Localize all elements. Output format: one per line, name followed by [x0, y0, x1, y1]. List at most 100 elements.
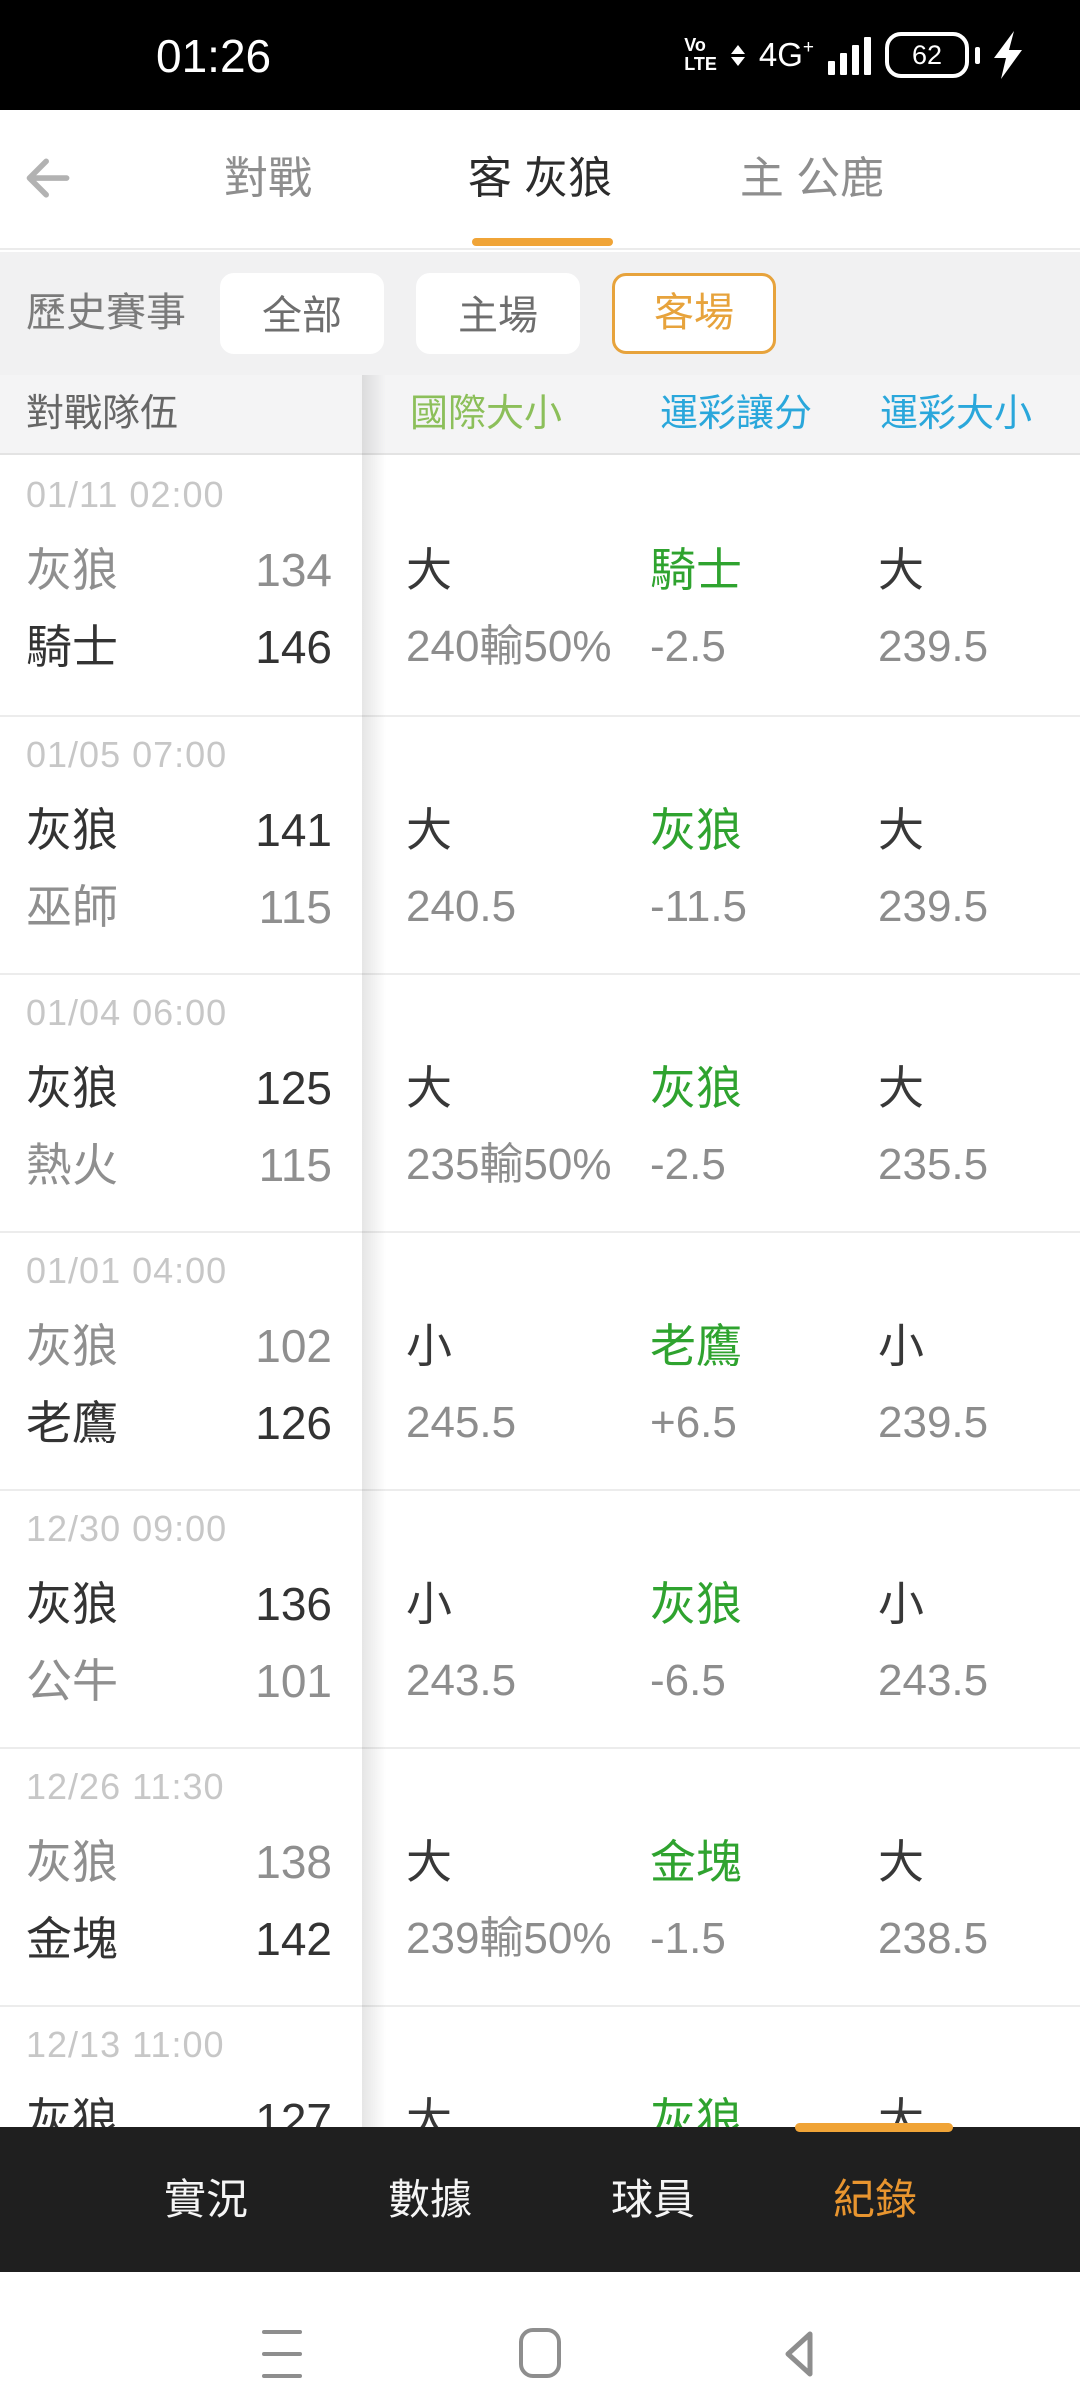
game-row[interactable]: 01/05 07:00 灰狼 141 巫師 115 大 240.5 灰狼 -11… [0, 715, 1080, 973]
sports-total-line: 239.5 [878, 622, 989, 671]
top-nav-tab[interactable]: 客 灰狼 [467, 154, 613, 203]
top-nav: 對戰 客 灰狼 主 公鹿 [0, 110, 1080, 250]
home-icon[interactable] [519, 2328, 561, 2378]
filter-button[interactable]: 客場 [612, 273, 776, 354]
sports-total-pick: 大 [878, 1062, 924, 1114]
handicap-team: 灰狼 [650, 2094, 742, 2127]
home-team-name: 金塊 [26, 1913, 118, 1965]
sports-total-pick: 小 [878, 1320, 924, 1372]
filter-button[interactable]: 全部 [220, 273, 384, 354]
intl-total-line: 240.5 [406, 882, 517, 931]
header-sports-total: 運彩大小 [880, 393, 1033, 435]
data-activity-icon [730, 44, 745, 66]
handicap-team: 老鷹 [650, 1320, 742, 1372]
away-team-score: 102 [255, 1320, 332, 1372]
bottom-nav-tab[interactable]: 實況 [163, 2176, 249, 2223]
game-datetime: 12/30 09:00 [26, 1508, 228, 1549]
bottom-nav-tab[interactable]: 紀錄 [832, 2176, 918, 2223]
home-team-score: 115 [258, 1139, 332, 1191]
handicap-team: 騎士 [650, 544, 742, 596]
game-datetime: 01/05 07:00 [26, 734, 228, 775]
handicap-team: 灰狼 [650, 1578, 742, 1630]
filter-title: 歷史賽事 [26, 291, 186, 335]
scroll-shadow [362, 375, 386, 2127]
filter-bar: 歷史賽事 全部 主場 客場 [0, 252, 1080, 375]
recents-icon[interactable] [262, 2330, 302, 2378]
gesture-bar [0, 2272, 1080, 2400]
game-datetime: 12/13 11:00 [26, 2024, 225, 2065]
away-team-score: 127 [255, 2094, 332, 2127]
intl-total-pick: 大 [406, 1836, 452, 1888]
away-team-name: 灰狼 [26, 544, 118, 596]
away-team-name: 灰狼 [26, 2094, 118, 2127]
battery-percent: 62 [911, 39, 943, 70]
battery-icon: 62 [885, 32, 969, 78]
android-back-icon[interactable] [776, 2326, 824, 2382]
intl-total-line: 245.5 [406, 1398, 517, 1447]
game-datetime: 12/26 11:30 [26, 1766, 225, 1807]
battery-nub [975, 46, 980, 64]
back-icon[interactable] [22, 152, 78, 208]
game-datetime: 01/01 04:00 [26, 1250, 228, 1291]
intl-total-line: 235輸50% [406, 1140, 612, 1189]
status-icons: Vo LTE 4G + 62 [684, 0, 1024, 110]
game-row[interactable]: 01/01 04:00 灰狼 102 老鷹 126 小 245.5 老鷹 +6.… [0, 1231, 1080, 1489]
intl-total-line: 240輸50% [406, 622, 612, 671]
away-team-score: 125 [255, 1062, 332, 1114]
intl-total-pick: 小 [406, 1320, 452, 1372]
sports-total-line: 239.5 [878, 1398, 989, 1447]
header-sports-handicap: 運彩讓分 [660, 393, 813, 435]
bottom-active-tab-indicator [795, 2123, 953, 2132]
intl-total-pick: 小 [406, 1578, 452, 1630]
game-row[interactable]: 12/13 11:00 灰狼 127 大 灰狼 大 [0, 2005, 1080, 2127]
game-row[interactable]: 12/30 09:00 灰狼 136 公牛 101 小 243.5 灰狼 -6.… [0, 1489, 1080, 1747]
away-team-score: 141 [255, 804, 332, 856]
home-team-name: 公牛 [26, 1655, 118, 1707]
volte-icon: Vo LTE [684, 35, 717, 74]
handicap-line: +6.5 [650, 1398, 737, 1447]
status-bar: 01:26 Vo LTE 4G + 62 [0, 0, 1080, 110]
active-tab-indicator [472, 238, 613, 246]
table-header: 對戰隊伍 國際大小 運彩讓分 運彩大小 [0, 375, 1080, 455]
handicap-line: -1.5 [650, 1914, 726, 1963]
header-teams: 對戰隊伍 [26, 393, 179, 435]
games-list: 01/11 02:00 灰狼 134 騎士 146 大 240輸50% 騎士 -… [0, 457, 1080, 2127]
home-team-name: 熱火 [26, 1139, 118, 1191]
handicap-team: 金塊 [650, 1836, 742, 1888]
top-nav-tab[interactable]: 對戰 [224, 154, 312, 203]
game-row[interactable]: 12/26 11:30 灰狼 138 金塊 142 大 239輸50% 金塊 -… [0, 1747, 1080, 2005]
status-time: 01:26 [156, 30, 272, 82]
sports-total-pick: 大 [878, 544, 924, 596]
sports-total-line: 235.5 [878, 1140, 989, 1189]
game-row[interactable]: 01/04 06:00 灰狼 125 熱火 115 大 235輸50% 灰狼 -… [0, 973, 1080, 1231]
sports-total-pick: 大 [878, 804, 924, 856]
home-team-score: 101 [255, 1655, 332, 1707]
away-team-score: 138 [255, 1836, 332, 1888]
filter-button[interactable]: 主場 [416, 273, 580, 354]
away-team-name: 灰狼 [26, 1062, 118, 1114]
handicap-team: 灰狼 [650, 804, 742, 856]
intl-total-pick: 大 [406, 2094, 452, 2127]
home-team-name: 騎士 [26, 621, 118, 673]
home-team-name: 巫師 [26, 881, 118, 933]
away-team-score: 134 [255, 544, 332, 596]
game-row[interactable]: 01/11 02:00 灰狼 134 騎士 146 大 240輸50% 騎士 -… [0, 457, 1080, 715]
network-type-label: 4G + [758, 36, 814, 73]
away-team-name: 灰狼 [26, 1578, 118, 1630]
charging-icon [994, 31, 1022, 79]
intl-total-line: 243.5 [406, 1656, 517, 1705]
bottom-nav-tab[interactable]: 數據 [387, 2176, 473, 2223]
handicap-line: -2.5 [650, 1140, 726, 1189]
away-team-name: 灰狼 [26, 804, 118, 856]
sports-total-line: 243.5 [878, 1656, 989, 1705]
sports-total-line: 239.5 [878, 882, 989, 931]
home-team-score: 146 [255, 621, 332, 673]
home-team-score: 115 [258, 881, 332, 933]
game-datetime: 01/11 02:00 [26, 474, 225, 515]
handicap-line: -6.5 [650, 1656, 726, 1705]
away-team-score: 136 [255, 1578, 332, 1630]
intl-total-line: 239輸50% [406, 1914, 612, 1963]
bottom-nav-tab[interactable]: 球員 [610, 2176, 696, 2223]
top-nav-tab[interactable]: 主 公鹿 [739, 154, 885, 203]
